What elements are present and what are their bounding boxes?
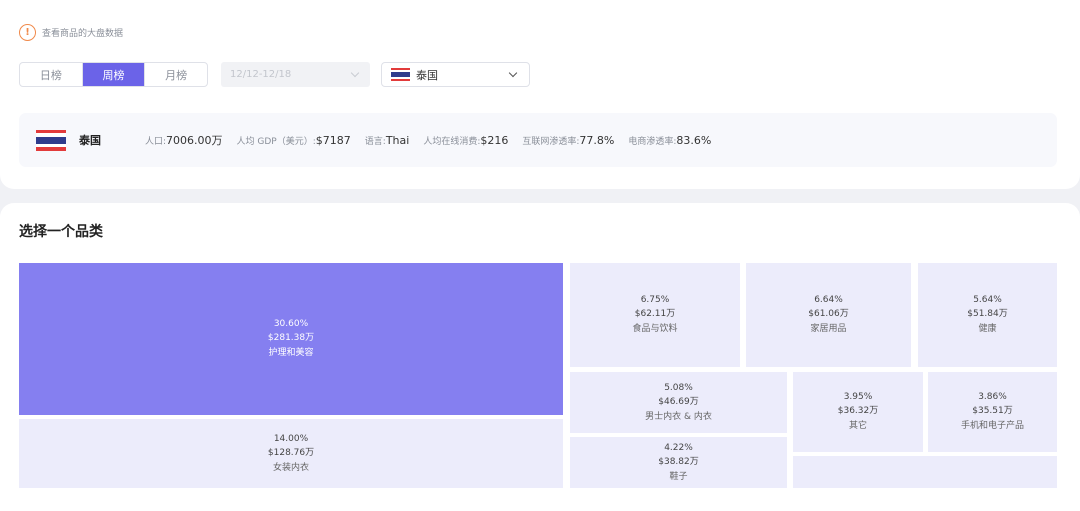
date-range-value: 12/12-12/18	[230, 69, 292, 80]
tab-daily[interactable]: 日榜	[20, 63, 83, 86]
period-tabs: 日榜 周榜 月榜	[19, 62, 208, 87]
section-title: 选择一个品类	[19, 224, 103, 240]
category-tile-home[interactable]: 6.64% $61.06万 家居用品	[746, 263, 911, 367]
category-tile-food[interactable]: 6.75% $62.11万 食品与饮料	[570, 263, 740, 367]
category-tile-mens-underwear[interactable]: 5.08% $46.69万 男士内衣 & 内衣	[570, 372, 787, 433]
stat-gdp: 人均 GDP（美元）:$7187	[236, 133, 351, 147]
tab-weekly[interactable]: 周榜	[82, 63, 146, 86]
category-tile-health[interactable]: 5.64% $51.84万 健康	[918, 263, 1057, 367]
notice: ! 查看商品的大盘数据	[19, 24, 123, 41]
country-select-value: 泰国	[416, 68, 438, 82]
category-tile-electronics[interactable]: 3.86% $35.51万 手机和电子产品	[928, 372, 1057, 452]
chevron-down-icon	[350, 68, 360, 78]
country-info-bar: 泰国 人口:7006.00万 人均 GDP（美元）:$7187 语言:Thai …	[19, 113, 1057, 167]
stat-language: 语言:Thai	[364, 133, 410, 147]
date-range-select[interactable]: 12/12-12/18	[221, 62, 370, 87]
country-select[interactable]: 泰国	[381, 62, 530, 87]
category-tile-womens-wear[interactable]: 14.00% $128.76万 女装内衣	[19, 419, 563, 488]
notice-text: 查看商品的大盘数据	[42, 29, 124, 39]
stat-online-spend: 人均在线消费:$216	[423, 133, 509, 147]
tab-monthly[interactable]: 月榜	[165, 68, 188, 82]
stat-population: 人口:7006.00万	[145, 134, 223, 147]
category-tile-shoes[interactable]: 4.22% $38.82万 鞋子	[570, 437, 787, 488]
category-tile-unlabeled[interactable]	[793, 456, 1057, 488]
stat-internet-penetration: 互联网渗透率:77.8%	[522, 133, 615, 147]
chevron-down-icon	[508, 68, 518, 78]
thailand-flag-icon	[391, 68, 410, 82]
stat-ecommerce-penetration: 电商渗透率:83.6%	[628, 133, 712, 147]
warning-icon: !	[19, 24, 36, 41]
info-country-name: 泰国	[79, 134, 101, 147]
category-tile-beauty[interactable]: 30.60% $281.38万 护理和美容	[19, 263, 563, 415]
category-tile-other[interactable]: 3.95% $36.32万 其它	[793, 372, 923, 452]
thailand-flag-icon	[36, 129, 66, 151]
